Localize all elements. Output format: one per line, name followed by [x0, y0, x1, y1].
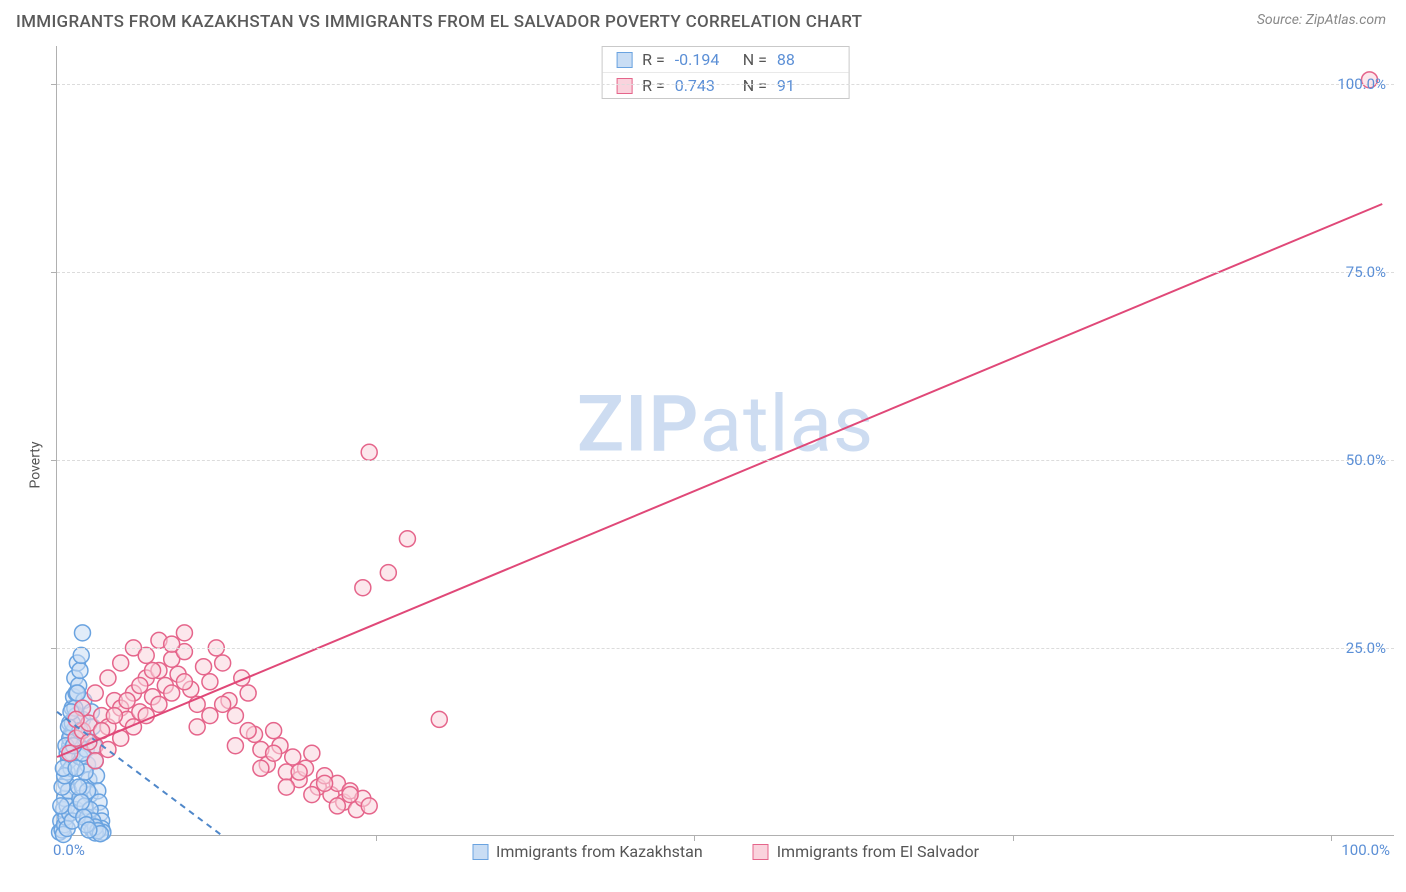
scatter-point: [355, 580, 371, 596]
scatter-point: [431, 711, 447, 727]
chart-area: Poverty ZIPatlas R = -0.194 N = 88 R = 0…: [16, 46, 1398, 884]
scatter-point: [361, 444, 377, 460]
scatter-point: [189, 719, 205, 735]
y-tick-label: 50.0%: [1346, 451, 1386, 469]
scatter-point: [53, 798, 69, 814]
scatter-point: [87, 685, 103, 701]
scatter-point: [291, 764, 307, 780]
scatter-point: [74, 625, 90, 641]
x-tick-label: 100.0%: [1341, 841, 1390, 859]
scatter-point: [164, 685, 180, 701]
scatter-point: [202, 674, 218, 690]
scatter-point: [266, 745, 282, 761]
scatter-point: [317, 775, 333, 791]
scatter-point: [304, 745, 320, 761]
scatter-point: [176, 625, 192, 641]
scatter-point: [69, 685, 85, 701]
scatter-point: [285, 749, 301, 765]
scatter-point: [266, 723, 282, 739]
scatter-point: [145, 662, 161, 678]
scatter-point: [342, 787, 358, 803]
scatter-point: [361, 798, 377, 814]
y-tick-label: 100.0%: [1337, 75, 1386, 93]
scatter-point: [176, 674, 192, 690]
legend-item: Immigrants from El Salvador: [753, 842, 979, 861]
legend: Immigrants from Kazakhstan Immigrants fr…: [472, 842, 979, 861]
scatter-point: [73, 794, 89, 810]
scatter-point: [278, 779, 294, 795]
scatter-point: [73, 647, 89, 663]
scatter-point: [68, 760, 84, 776]
scatter-point: [119, 693, 135, 709]
chart-title: IMMIGRANTS FROM KAZAKHSTAN VS IMMIGRANTS…: [16, 12, 862, 32]
stats-box: R = -0.194 N = 88 R = 0.743 N = 91: [601, 46, 850, 99]
source-label: Source: ZipAtlas.com: [1257, 12, 1386, 28]
scatter-point: [380, 565, 396, 581]
scatter-point: [202, 708, 218, 724]
x-tick-label: 0.0%: [53, 841, 85, 859]
scatter-point: [71, 779, 87, 795]
scatter-point: [215, 696, 231, 712]
scatter-point: [72, 662, 88, 678]
scatter-point: [106, 708, 122, 724]
scatter-point: [113, 655, 129, 671]
legend-label: Immigrants from Kazakhstan: [496, 842, 703, 861]
y-axis-label: Poverty: [28, 441, 44, 488]
scatter-point: [196, 659, 212, 675]
stats-row: R = -0.194 N = 88: [602, 47, 849, 72]
scatter-point: [215, 655, 231, 671]
scatter-point: [87, 753, 103, 769]
y-tick-label: 75.0%: [1346, 263, 1386, 281]
scatter-point: [399, 531, 415, 547]
swatch-icon: [616, 78, 632, 94]
scatter-point: [81, 822, 97, 838]
scatter-point: [240, 685, 256, 701]
legend-item: Immigrants from Kazakhstan: [472, 842, 703, 861]
swatch-icon: [616, 52, 632, 68]
scatter-point: [329, 798, 345, 814]
scatter-point: [132, 678, 148, 694]
swatch-icon: [472, 844, 488, 860]
scatter-point: [253, 760, 269, 776]
scatter-point: [138, 647, 154, 663]
scatter-point: [100, 670, 116, 686]
scatter-point: [151, 696, 167, 712]
y-tick-label: 25.0%: [1346, 639, 1386, 657]
scatter-point: [164, 636, 180, 652]
stats-row: R = 0.743 N = 91: [602, 72, 849, 98]
scatter-point: [227, 738, 243, 754]
swatch-icon: [753, 844, 769, 860]
scatter-point: [304, 787, 320, 803]
trend-line: [57, 204, 1382, 757]
scatter-point: [240, 723, 256, 739]
scatter-point: [227, 708, 243, 724]
legend-label: Immigrants from El Salvador: [777, 842, 979, 861]
header: IMMIGRANTS FROM KAZAKHSTAN VS IMMIGRANTS…: [0, 0, 1406, 40]
scatter-svg: [57, 46, 1394, 835]
plot-region: ZIPatlas R = -0.194 N = 88 R = 0.743 N =…: [56, 46, 1394, 836]
